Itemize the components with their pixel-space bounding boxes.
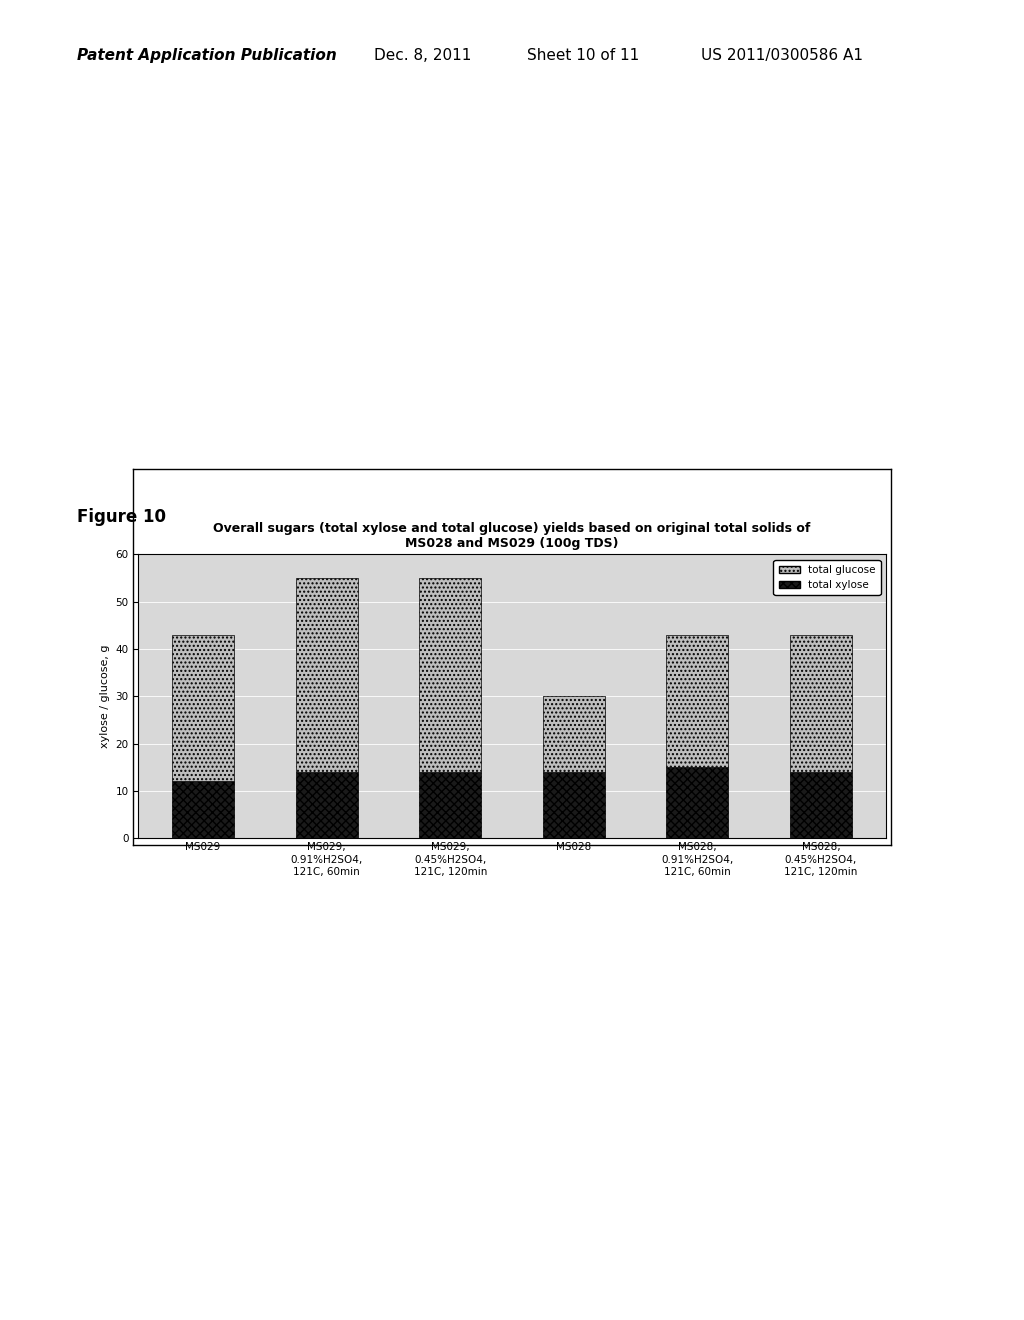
Text: Figure 10: Figure 10 (77, 508, 166, 527)
Text: Dec. 8, 2011: Dec. 8, 2011 (374, 48, 471, 62)
Bar (667, 767, 728, 838)
Bar (543, 772, 604, 838)
Title: Overall sugars (total xylose and total glucose) yields based on original total s: Overall sugars (total xylose and total g… (213, 523, 811, 550)
Bar (543, 697, 604, 772)
Bar (172, 635, 234, 781)
Bar (420, 772, 481, 838)
Y-axis label: xylose / glucose, g: xylose / glucose, g (99, 644, 110, 748)
Bar (667, 635, 728, 767)
Bar (420, 578, 481, 772)
Legend: total glucose, total xylose: total glucose, total xylose (773, 560, 881, 595)
Bar (172, 781, 234, 838)
Bar (296, 578, 357, 772)
Bar (296, 772, 357, 838)
Text: Patent Application Publication: Patent Application Publication (77, 48, 337, 62)
Text: Sheet 10 of 11: Sheet 10 of 11 (527, 48, 640, 62)
Bar (790, 772, 852, 838)
Bar (790, 635, 852, 772)
Text: US 2011/0300586 A1: US 2011/0300586 A1 (701, 48, 863, 62)
